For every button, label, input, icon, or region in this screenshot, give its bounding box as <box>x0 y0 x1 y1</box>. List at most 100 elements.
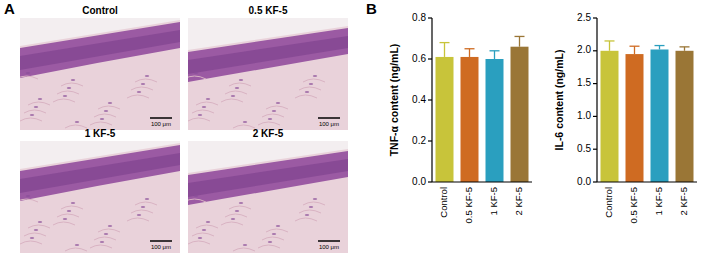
y-tick <box>428 99 432 100</box>
nucleus <box>137 214 141 216</box>
error-cap <box>655 45 665 46</box>
nucleus <box>30 114 34 116</box>
error-cap <box>605 40 615 41</box>
nucleus <box>202 229 206 231</box>
epithelium-dark <box>20 30 180 70</box>
bar <box>461 57 479 182</box>
x-tick-label: 1 KF-5 <box>653 187 664 216</box>
fiber <box>61 206 83 209</box>
fiber <box>127 218 149 221</box>
error-bar <box>630 46 640 54</box>
fiber <box>53 99 75 102</box>
x-tick-label: 1 KF-5 <box>488 187 499 216</box>
error-stem <box>634 46 635 54</box>
fiber <box>57 214 79 217</box>
fiber <box>258 245 280 248</box>
x-tick-label: Control <box>603 187 614 218</box>
scale-bar-label: 100 μm <box>319 244 339 250</box>
y-tick <box>593 149 597 150</box>
nucleus <box>194 195 198 197</box>
nucleus <box>276 225 280 227</box>
y-tick-label: 0.0 <box>412 176 426 187</box>
nucleus <box>239 202 243 204</box>
fiber <box>135 79 157 82</box>
y-tick-label: 2.0 <box>577 44 591 55</box>
epithelium-dark <box>188 36 348 74</box>
nucleus <box>141 83 145 85</box>
y-tick <box>428 181 432 182</box>
fiber <box>28 102 50 105</box>
nucleus <box>26 72 30 74</box>
nucleus <box>108 225 112 227</box>
nucleus <box>67 210 71 212</box>
fiber <box>299 210 321 213</box>
scale-bar <box>150 240 172 242</box>
scale-bar <box>318 117 340 119</box>
nucleus <box>202 106 206 108</box>
epithelium <box>20 145 180 201</box>
epithelium <box>188 151 348 205</box>
nucleus <box>206 221 210 223</box>
nucleus <box>309 83 313 85</box>
histology-image: 100 μm1 KF-5 <box>16 128 180 253</box>
nucleus <box>34 229 38 231</box>
nucleus <box>30 237 34 239</box>
nucleus <box>137 91 141 93</box>
scale-bar-label: 100 μm <box>151 121 171 127</box>
marks <box>436 36 529 182</box>
y-tick <box>428 17 432 18</box>
marks <box>601 41 694 182</box>
stroma <box>20 18 180 130</box>
nucleus <box>100 118 104 120</box>
figure: AB100 μmControl100 μm0.5 KF-5100 μm1 KF-… <box>0 0 708 265</box>
error-cap <box>680 46 690 47</box>
epithelium-dark <box>20 153 180 193</box>
nucleus <box>231 95 235 97</box>
bar-chart: Control0.5 KF-51 KF-52 KF-50.00.20.40.60… <box>388 12 532 224</box>
nucleus <box>104 233 108 235</box>
y-tick <box>593 17 597 18</box>
histology-image: 100 μm0.5 KF-5 <box>184 5 348 130</box>
y-tick <box>428 140 432 141</box>
nucleus <box>100 241 104 243</box>
fiber <box>262 237 284 240</box>
fiber <box>57 91 79 94</box>
bar-chart: Control0.5 KF-51 KF-52 KF-50.00.51.01.52… <box>553 12 697 224</box>
y-tick-label: 2.5 <box>577 12 591 23</box>
nucleus <box>67 87 71 89</box>
fiber <box>225 91 247 94</box>
image-content <box>20 141 180 253</box>
nucleus <box>272 110 276 112</box>
bar <box>436 57 454 182</box>
image-label: 0.5 KF-5 <box>249 5 288 16</box>
fiber <box>20 76 38 79</box>
y-axis <box>596 18 597 182</box>
nucleus <box>313 75 317 77</box>
fiber <box>131 87 153 90</box>
fiber <box>127 95 149 98</box>
fiber <box>61 83 83 86</box>
error-cap <box>465 48 475 49</box>
nucleus <box>104 110 108 112</box>
fiber <box>196 102 218 105</box>
nucleus <box>34 106 38 108</box>
x-tick-label: Control <box>438 187 449 218</box>
fiber <box>20 199 38 202</box>
error-bar <box>465 49 475 57</box>
fiber <box>53 222 75 225</box>
error-stem <box>444 43 445 57</box>
fiber <box>192 110 214 113</box>
y-tick-label: 0.4 <box>412 94 426 105</box>
panel-label: A <box>4 0 15 17</box>
scale-bar <box>318 240 340 242</box>
y-tick <box>593 50 597 51</box>
fiber <box>94 114 116 117</box>
fiber <box>188 118 210 121</box>
error-bar <box>440 43 450 57</box>
fiber <box>225 214 247 217</box>
fiber <box>303 79 325 82</box>
fiber <box>192 233 214 236</box>
error-stem <box>494 51 495 59</box>
fiber <box>24 233 46 236</box>
stroma <box>188 18 348 130</box>
